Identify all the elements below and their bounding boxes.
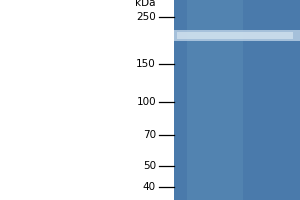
Text: 100: 100 [136, 97, 156, 107]
Bar [174, 0, 300, 200]
Bar [177, 32, 293, 39]
Text: 50: 50 [143, 161, 156, 171]
Text: 70: 70 [143, 130, 156, 140]
Text: kDa: kDa [136, 0, 156, 8]
Bar [187, 0, 243, 200]
Text: 40: 40 [143, 182, 156, 192]
Text: 150: 150 [136, 59, 156, 69]
Text: 250: 250 [136, 12, 156, 22]
Bar [174, 30, 300, 41]
